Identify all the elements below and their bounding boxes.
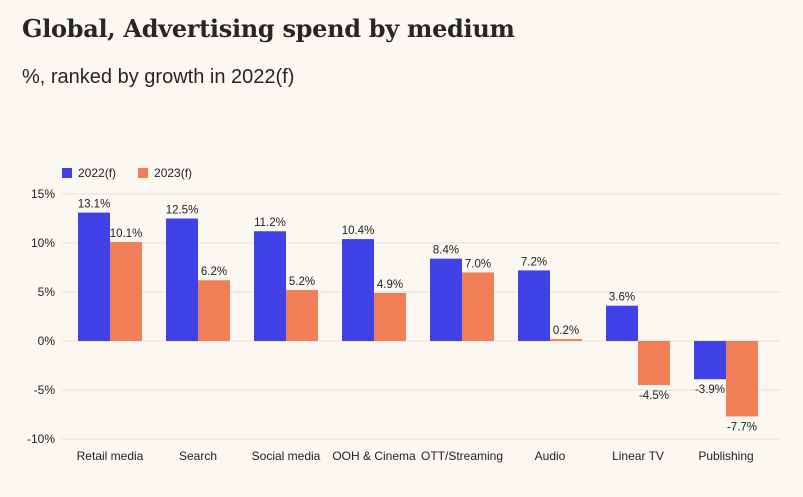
chart-title: Global, Advertising spend by medium xyxy=(22,14,515,43)
data-label: 7.2% xyxy=(521,256,547,268)
data-label: 10.4% xyxy=(342,225,375,237)
data-label: 11.2% xyxy=(254,217,286,229)
data-label: 12.5% xyxy=(166,205,199,217)
legend-item-2022: 2022(f) xyxy=(62,166,116,180)
bar-2022 xyxy=(606,305,638,341)
legend-swatch-2022 xyxy=(62,168,72,178)
data-label: 6.2% xyxy=(201,266,227,278)
bar-2023 xyxy=(374,292,406,341)
bar-2022 xyxy=(78,212,110,341)
data-label: 10.1% xyxy=(110,228,143,240)
bar-2022 xyxy=(518,270,550,341)
data-label: 4.9% xyxy=(377,279,403,291)
bar-2023 xyxy=(550,339,582,341)
y-tick-label: 5% xyxy=(38,285,56,299)
data-label: 8.4% xyxy=(433,245,459,257)
bar-2022 xyxy=(430,258,462,341)
data-label: -4.5% xyxy=(639,390,669,402)
y-tick-label: -5% xyxy=(34,383,56,397)
data-label: 7.0% xyxy=(465,258,491,270)
data-label: 13.1% xyxy=(78,199,111,211)
bar-2022 xyxy=(694,341,726,380)
y-tick-label: 0% xyxy=(38,334,56,348)
y-tick-label: 10% xyxy=(31,236,55,250)
category-label: Search xyxy=(179,449,217,463)
data-label: 0.2% xyxy=(553,325,579,337)
bar-2023 xyxy=(198,280,230,341)
legend-item-2023: 2023(f) xyxy=(138,166,192,180)
data-label: -7.7% xyxy=(727,421,757,433)
bar-2023 xyxy=(638,341,670,386)
legend: 2022(f) 2023(f) xyxy=(62,166,192,180)
data-label: 3.6% xyxy=(609,292,635,304)
category-label: Audio xyxy=(535,449,566,463)
category-label: Social media xyxy=(252,449,321,463)
bar-2023 xyxy=(726,341,758,417)
category-label: OTT/Streaming xyxy=(421,449,503,463)
legend-label-2023: 2023(f) xyxy=(154,166,193,180)
category-label: Linear TV xyxy=(612,449,664,463)
category-label: Retail media xyxy=(77,449,144,463)
category-label: Publishing xyxy=(698,449,753,463)
bar-2023 xyxy=(110,242,142,341)
chart-subtitle: %, ranked by growth in 2022(f) xyxy=(22,66,295,88)
y-tick-label: 15% xyxy=(31,187,55,201)
data-label: -3.9% xyxy=(695,384,725,396)
bar-2022 xyxy=(342,239,374,341)
legend-swatch-2023 xyxy=(138,168,149,178)
data-label: 5.2% xyxy=(289,276,315,288)
bar-2023 xyxy=(286,290,318,341)
category-label: OOH & Cinema xyxy=(332,449,416,463)
legend-label-2022: 2022(f) xyxy=(78,166,117,180)
bar-2022 xyxy=(166,218,198,341)
bar-2023 xyxy=(462,272,494,341)
bar-2022 xyxy=(254,231,286,341)
y-tick-label: -10% xyxy=(27,432,55,446)
